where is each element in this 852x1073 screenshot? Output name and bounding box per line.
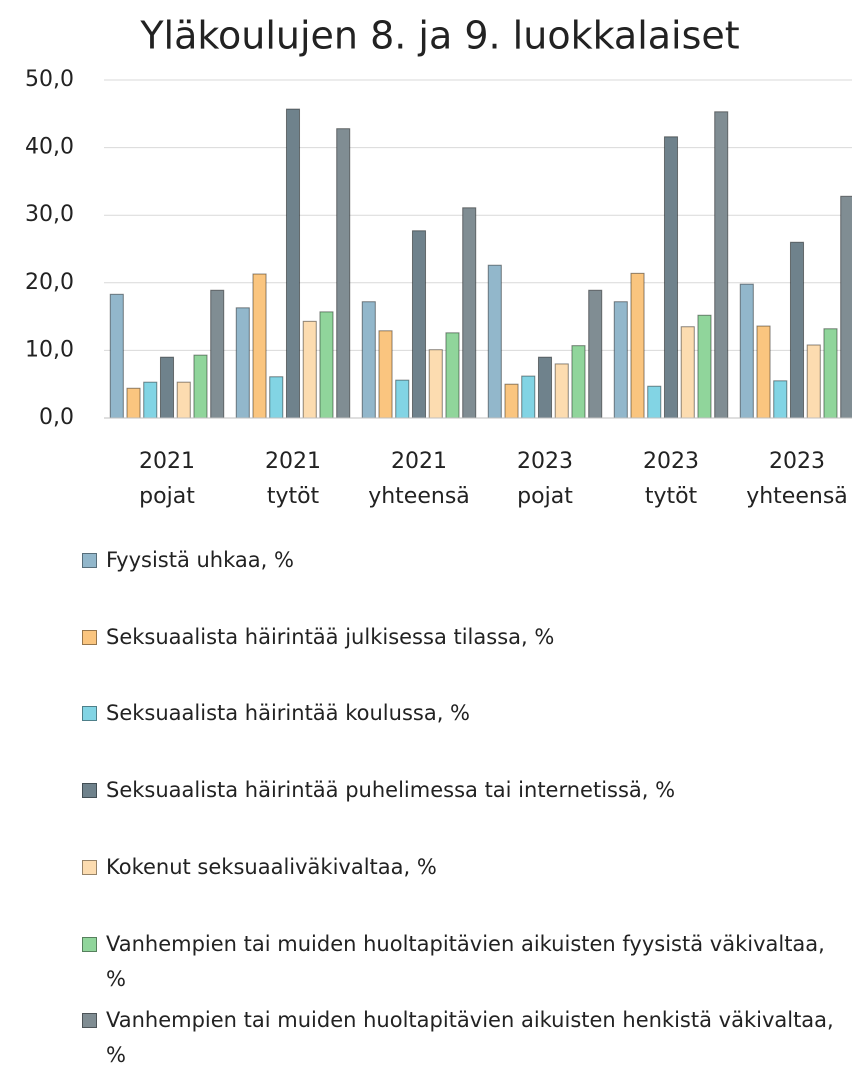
legend-entry: Vanhempien tai muiden huoltapitävien aik… [80, 927, 836, 997]
bar [235, 307, 250, 419]
legend-entry: Fyysistä uhkaa, % [80, 543, 836, 578]
y-tick-label: 40,0 [25, 135, 74, 160]
bar [554, 363, 569, 419]
x-tick-label: 2021 pojat [139, 449, 195, 509]
bar [302, 320, 317, 419]
bar [680, 326, 695, 419]
legend-label: Vanhempien tai muiden huoltapitävien aik… [106, 1008, 834, 1068]
bar [588, 289, 603, 419]
y-tick-label: 10,0 [25, 337, 74, 362]
legend-swatch [82, 936, 97, 952]
legend-swatch [82, 553, 97, 568]
y-tick-label: 0,0 [39, 405, 74, 430]
x-tick-label: 2021 tytöt [265, 449, 321, 509]
bar [285, 108, 301, 419]
x-tick-label: 2021 yhteensä [368, 449, 470, 509]
bar [126, 387, 141, 419]
bar [613, 301, 628, 419]
bar [487, 264, 502, 419]
bar [756, 325, 771, 419]
bar [252, 273, 267, 419]
legend-swatch [82, 629, 97, 645]
bar [806, 344, 821, 419]
bar [521, 375, 536, 419]
x-tick-label: 2023 pojat [517, 449, 573, 509]
bar [159, 356, 175, 419]
bar [789, 241, 805, 419]
x-tick-label: 2023 yhteensä [746, 449, 848, 509]
legend-entry: Seksuaalista häirintää julkisessa tilass… [80, 620, 836, 655]
bar [697, 314, 712, 419]
bar [319, 311, 334, 419]
legend-label: Seksuaalista häirintää puhelimessa tai i… [106, 778, 676, 803]
bar [739, 283, 754, 419]
y-tick-label: 20,0 [25, 270, 74, 295]
bar [109, 293, 124, 419]
bar [445, 332, 460, 419]
bar [504, 383, 519, 419]
legend-swatch [82, 1013, 97, 1029]
legend-entry: Seksuaalista häirintää koulussa, % [80, 696, 836, 731]
chart-title: Yläkoulujen 8. ja 9. luokkalaiset [139, 14, 739, 58]
bar [773, 380, 788, 419]
bar [210, 289, 225, 419]
bar [395, 379, 410, 419]
bar [462, 207, 477, 419]
legend-label: Fyysistä uhkaa, % [106, 548, 294, 572]
legend-entry: Vanhempien tai muiden huoltapitävien aik… [80, 1003, 836, 1073]
bar [537, 356, 553, 419]
bar [823, 328, 838, 419]
legend-entry: Kokenut seksuaaliväkivaltaa, % [80, 850, 836, 885]
x-tick-label: 2023 tytöt [643, 449, 699, 509]
legend-label: Seksuaalista häirintää koulussa, % [106, 701, 470, 726]
bar [428, 349, 443, 419]
legend-entry: Seksuaalista häirintää puhelimessa tai i… [80, 773, 836, 808]
bar [647, 385, 662, 419]
legend-label: Seksuaalista häirintää julkisessa tilass… [106, 624, 555, 649]
chart: Yläkoulujen 8. ja 9. luokkalaiset 0,0 10,… [25, 14, 852, 509]
bar [411, 230, 427, 419]
legend-label: Kokenut seksuaaliväkivaltaa, % [106, 854, 437, 879]
bar [336, 128, 351, 419]
legend-swatch [82, 783, 97, 799]
y-tick-label: 30,0 [25, 202, 74, 227]
y-tick-label: 50,0 [25, 67, 74, 92]
legend-swatch [82, 706, 97, 722]
bar [378, 330, 393, 419]
bar [571, 345, 586, 419]
bar [193, 354, 208, 419]
bar [630, 272, 645, 419]
bar [714, 111, 729, 419]
bar [361, 301, 376, 419]
bar [176, 381, 191, 419]
legend-label: Vanhempien tai muiden huoltapitävien aik… [106, 931, 825, 991]
bar [663, 136, 679, 419]
bar [143, 381, 158, 419]
legend-swatch [82, 859, 97, 875]
bar [840, 195, 852, 419]
bar [269, 376, 284, 419]
